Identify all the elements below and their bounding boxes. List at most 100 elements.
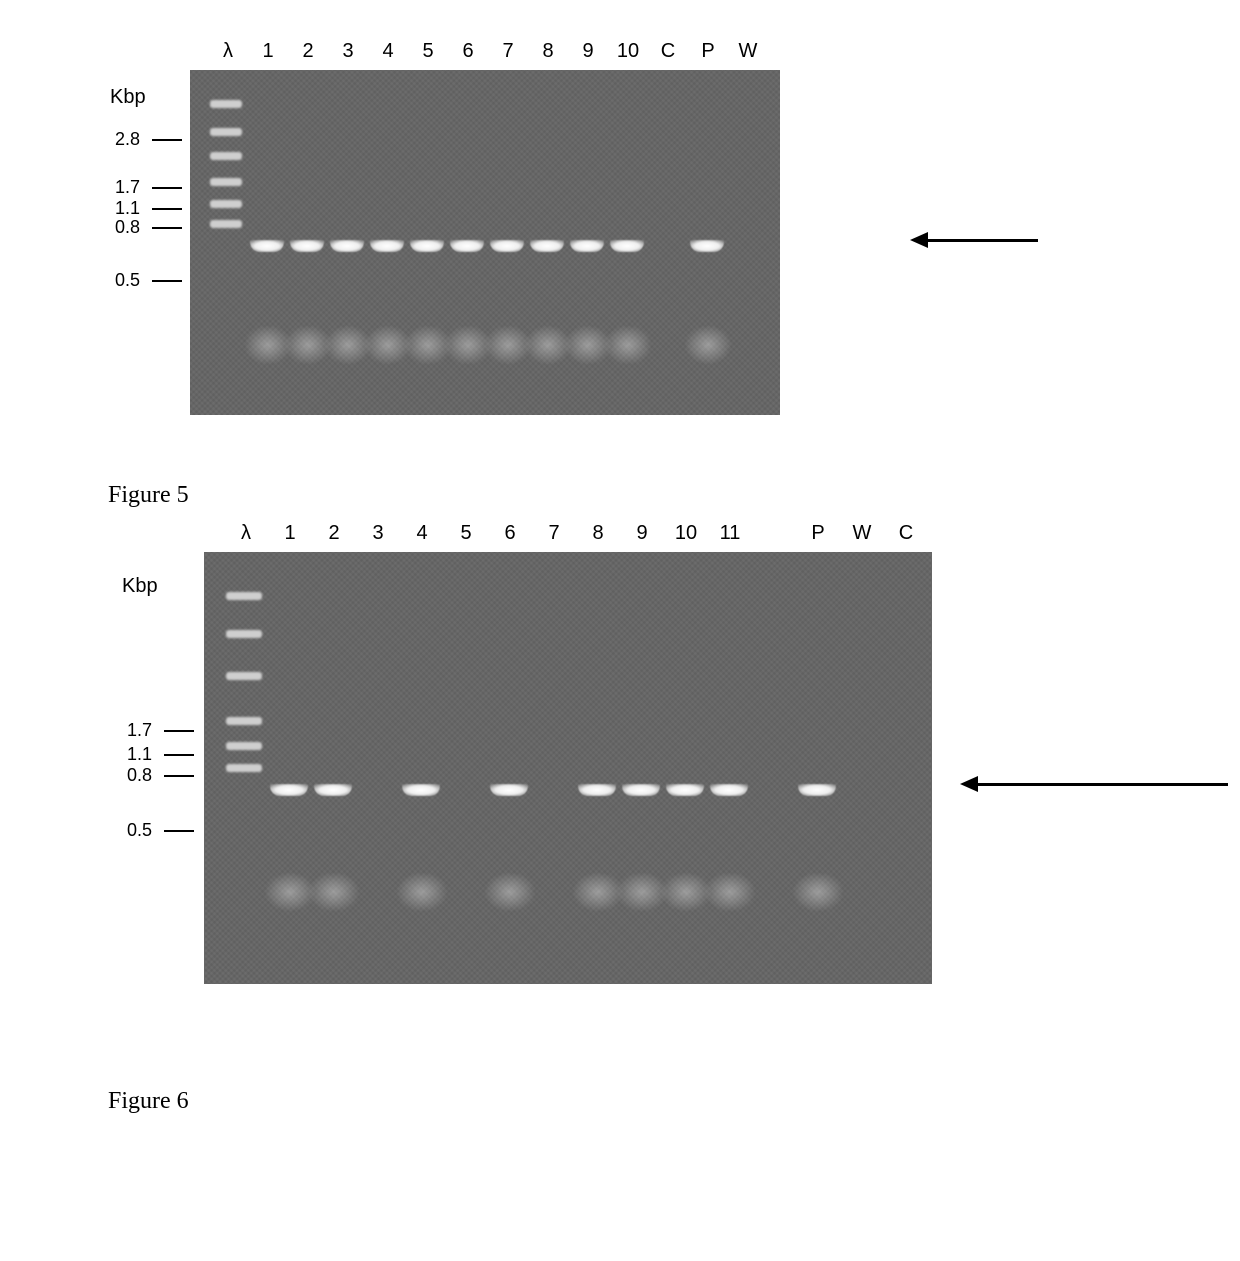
pcr-band [690,240,724,252]
lane-label: λ [208,40,248,63]
pcr-band [270,784,308,796]
lane-label: 10 [664,522,708,545]
lane-label: 3 [356,522,400,545]
size-marker-value: 0.5 [100,270,140,291]
kbp-axis-label: Kbp [110,86,146,109]
pcr-band [450,240,484,252]
lane-labels-fig5: λ 1 2 3 4 5 6 7 8 9 10 C P W [208,40,768,63]
size-marker-value: 1.1 [112,744,152,765]
ladder-band [226,672,262,680]
lane-label: 5 [408,40,448,63]
ladder-band [226,717,262,725]
lane-label: C [884,522,928,545]
lane-label: 1 [248,40,288,63]
size-marker-value: 1.7 [112,720,152,741]
size-marker-value: 0.8 [100,217,140,238]
size-marker: 1.7 [100,177,182,198]
size-marker-value: 0.8 [112,765,152,786]
lane-label: 5 [444,522,488,545]
lane-label: W [840,522,884,545]
lane-label: P [796,522,840,545]
size-marker: 2.8 [100,129,182,150]
gel-image-fig5 [190,70,780,415]
lane-label: 9 [568,40,608,63]
pcr-band [710,784,748,796]
figure-caption: Figure 5 [108,482,189,509]
dye-smear [396,872,448,912]
tick [164,830,194,832]
size-marker: 1.1 [112,744,194,765]
size-marker: 0.8 [112,765,194,786]
lane-label: 11 [708,522,752,545]
size-marker: 0.5 [100,270,182,291]
pcr-band [410,240,444,252]
gel-image-fig6 [204,552,932,984]
tick [152,280,182,282]
dye-smear [604,325,652,365]
lane-label: C [648,40,688,63]
figure-caption: Figure 6 [108,1088,189,1115]
pcr-band [314,784,352,796]
ladder-band [210,128,242,136]
lane-label: 7 [488,40,528,63]
size-marker: 1.1 [100,198,182,219]
lane-label: 8 [576,522,620,545]
tick [152,139,182,141]
ladder-band [210,220,242,228]
dye-smear [484,872,536,912]
lane-label: 8 [528,40,568,63]
lane-label: 2 [312,522,356,545]
lane-label: 6 [488,522,532,545]
arrow-shaft [978,783,1228,786]
size-marker-value: 2.8 [100,129,140,150]
lane-label: 2 [288,40,328,63]
pcr-band [578,784,616,796]
ladder-band [210,200,242,208]
tick [164,775,194,777]
lane-label: W [728,40,768,63]
pcr-band [330,240,364,252]
pcr-band [530,240,564,252]
lane-label: 10 [608,40,648,63]
pcr-band [490,240,524,252]
arrow-head-icon [910,232,928,248]
ladder-band [226,742,262,750]
lane-label: λ [224,522,268,545]
arrow-shaft [928,239,1038,242]
lane-label: 6 [448,40,488,63]
pcr-band [370,240,404,252]
pcr-band [666,784,704,796]
size-marker: 1.7 [112,720,194,741]
dye-smear [704,872,756,912]
kbp-axis-label: Kbp [122,575,158,598]
ladder-band [226,764,262,772]
ladder-band [210,152,242,160]
pcr-band [622,784,660,796]
lane-label: 3 [328,40,368,63]
size-marker: 0.8 [100,217,182,238]
pcr-band [290,240,324,252]
dye-smear [308,872,360,912]
pcr-band [490,784,528,796]
ladder-band [226,630,262,638]
tick [164,754,194,756]
lane-label: P [688,40,728,63]
lane-label: 1 [268,522,312,545]
tick [152,187,182,189]
size-marker-value: 1.7 [100,177,140,198]
arrow-head-icon [960,776,978,792]
gel-texture [204,552,932,984]
ladder-band [226,592,262,600]
dye-smear [792,872,844,912]
lane-label: 7 [532,522,576,545]
lane-label: 4 [400,522,444,545]
size-marker: 0.5 [112,820,194,841]
pcr-band [402,784,440,796]
lane-label: 4 [368,40,408,63]
lane-label [752,522,796,545]
lane-label: 9 [620,522,664,545]
pcr-band [798,784,836,796]
tick [164,730,194,732]
lane-labels-fig6: λ 1 2 3 4 5 6 7 8 9 10 11 P W C [224,522,928,545]
pcr-band [570,240,604,252]
